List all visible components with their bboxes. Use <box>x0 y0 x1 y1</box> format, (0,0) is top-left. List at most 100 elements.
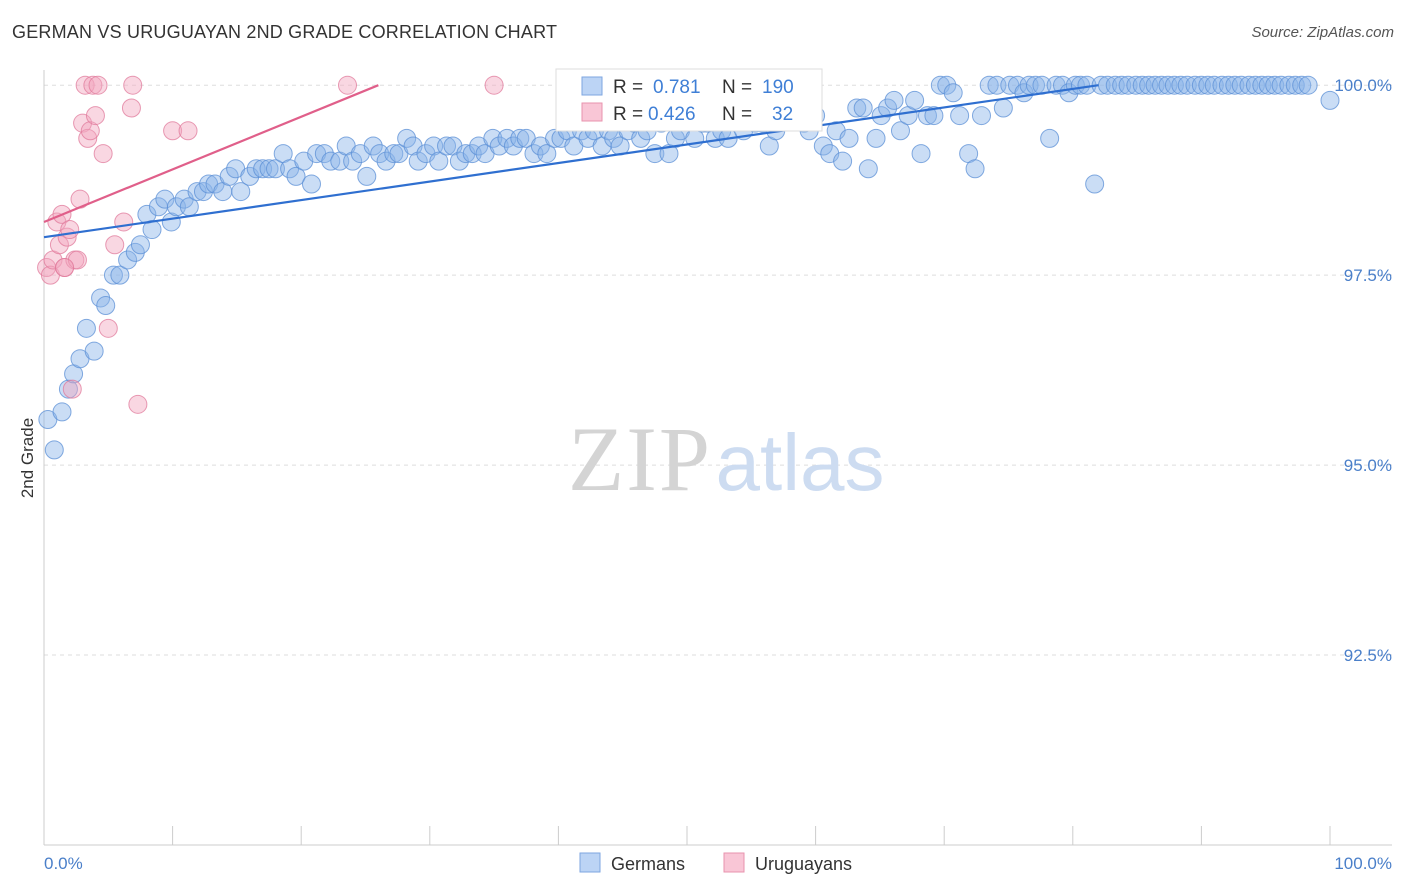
y-tick-label: 100.0% <box>1334 76 1392 95</box>
y-tick-label: 92.5% <box>1344 646 1392 665</box>
scatter-point <box>866 128 886 148</box>
scatter-point <box>833 151 853 171</box>
scatter-point <box>163 121 183 141</box>
scatter-point <box>853 98 873 118</box>
scatter-point <box>950 106 970 126</box>
stats-n-label: N = <box>722 77 752 98</box>
scatter-point <box>847 98 867 118</box>
scatter-point <box>965 159 985 179</box>
stats-n-value: 32 <box>772 104 793 125</box>
scatter-point <box>1225 75 1245 95</box>
scatter-point <box>44 440 64 460</box>
y-axis-label: 2nd Grade <box>18 418 37 498</box>
legend-label-uruguayans[interactable]: Uruguayans <box>755 854 852 874</box>
scatter-point <box>971 106 991 126</box>
grid <box>44 84 1392 656</box>
legend-swatch-uruguayans[interactable] <box>723 852 745 873</box>
scatter-point <box>890 121 910 141</box>
stats-box: R = 0.781 N = 190 R = 0.426 N = 32 <box>555 68 823 132</box>
scatter-point <box>83 75 103 95</box>
scatter-point <box>1198 75 1218 95</box>
stats-r-value: 0.426 <box>648 104 696 125</box>
scatter-point <box>813 136 833 156</box>
scatter-point <box>76 318 96 338</box>
scatter-point <box>1265 75 1285 95</box>
y-tick-label: 95.0% <box>1344 456 1392 475</box>
scatter-point <box>178 121 198 141</box>
stats-r-value: 0.781 <box>653 77 701 98</box>
scatter-point <box>301 174 321 194</box>
scatter-point <box>60 220 80 240</box>
scatter-point <box>259 159 279 179</box>
scatter-point <box>1298 75 1318 95</box>
scatter-point <box>343 151 363 171</box>
scatter-point <box>52 402 72 422</box>
scatter-point <box>1118 75 1138 95</box>
scatter-point <box>911 144 931 164</box>
scatter-point <box>62 379 82 399</box>
scatter-point <box>924 106 944 126</box>
scatter-point <box>1112 75 1132 95</box>
watermark-atlas: atlas <box>716 418 885 507</box>
scatter-point <box>219 166 239 186</box>
scatter-point <box>943 83 963 103</box>
scatter-point <box>363 136 383 156</box>
scatter-point <box>78 128 98 148</box>
stats-n-value: 190 <box>762 77 794 98</box>
scatter-point <box>397 128 417 148</box>
scatter-point <box>337 75 357 95</box>
scatter-point <box>370 144 390 164</box>
scatter-point <box>884 90 904 110</box>
scatter-point <box>1204 75 1224 95</box>
scatter-point <box>1271 75 1291 95</box>
legend-swatch-germans[interactable] <box>579 852 601 873</box>
trend-line-germans <box>43 84 1099 239</box>
scatter-point <box>1320 90 1340 110</box>
scatter-point <box>105 235 125 255</box>
legend: Germans Uruguayans <box>579 852 852 874</box>
axes <box>43 70 1392 846</box>
scatter-point <box>84 341 104 361</box>
trend-line-uruguayans <box>43 84 379 223</box>
scatter-point <box>1171 75 1191 95</box>
scatter-point <box>979 75 999 95</box>
scatter-point <box>80 121 100 141</box>
scatter-point <box>110 265 130 285</box>
stats-swatch-germans <box>581 76 603 96</box>
scatter-point <box>88 75 108 95</box>
scatter-point <box>905 90 925 110</box>
scatter-point <box>489 136 509 156</box>
scatter-point <box>286 166 306 186</box>
scatter-point <box>187 182 207 202</box>
scatter-points <box>37 75 1340 460</box>
tick-labels: 92.5% 95.0% 97.5% 100.0% 0.0% 100.0% <box>44 76 1392 873</box>
legend-label-germans[interactable]: Germans <box>611 854 685 874</box>
scatter-point <box>55 258 75 278</box>
scatter-point <box>118 250 138 270</box>
scatter-point <box>357 166 377 186</box>
source-label: Source: ZipAtlas.com <box>1251 24 1394 41</box>
scatter-point <box>408 151 428 171</box>
stats-swatch-uruguayans <box>581 102 603 122</box>
scatter-point <box>231 182 251 202</box>
scatter-point <box>1231 75 1251 95</box>
chart-title: GERMAN VS URUGUAYAN 2ND GRADE CORRELATIO… <box>12 22 558 42</box>
watermark-zip: ZIP <box>568 408 712 510</box>
scatter-point <box>437 136 457 156</box>
scatter-point <box>155 189 175 209</box>
stats-r-label: R = <box>613 77 643 98</box>
scatter-point <box>839 128 859 148</box>
stats-n-label: N = <box>722 104 752 125</box>
scatter-point <box>1085 174 1105 194</box>
series-germans <box>38 75 1340 460</box>
scatter-point <box>1098 75 1118 95</box>
scatter-point <box>98 318 118 338</box>
scatter-point <box>265 159 285 179</box>
scatter-point <box>93 144 113 164</box>
scatter-point <box>510 128 530 148</box>
scatter-point <box>537 144 557 164</box>
scatter-point <box>484 75 504 95</box>
scatter-point <box>483 128 503 148</box>
scatter-point <box>384 144 404 164</box>
